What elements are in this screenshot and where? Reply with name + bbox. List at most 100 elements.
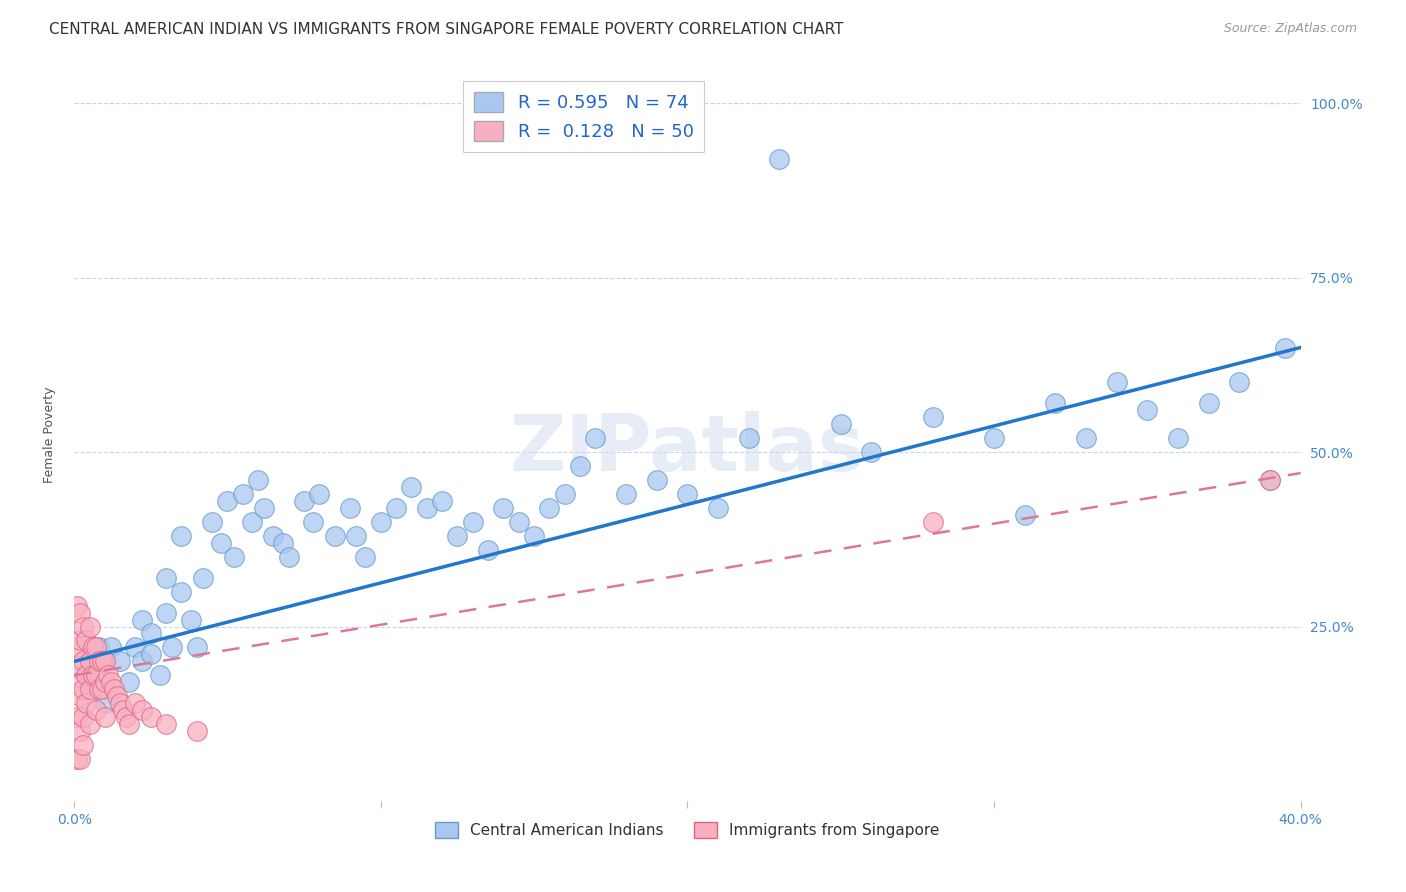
Point — [131, 703, 153, 717]
Point — [569, 459, 592, 474]
Text: ZIPatlas: ZIPatlas — [510, 411, 865, 487]
Point — [554, 487, 576, 501]
Point — [523, 529, 546, 543]
Point — [131, 613, 153, 627]
Point — [921, 515, 943, 529]
Point — [247, 473, 270, 487]
Point — [492, 500, 515, 515]
Point — [1074, 431, 1097, 445]
Point — [66, 675, 89, 690]
Point — [139, 648, 162, 662]
Point — [69, 606, 91, 620]
Point — [830, 417, 852, 432]
Point — [66, 640, 89, 655]
Point — [277, 549, 299, 564]
Point — [508, 515, 530, 529]
Point — [108, 696, 131, 710]
Point — [118, 717, 141, 731]
Point — [323, 529, 346, 543]
Point — [69, 690, 91, 704]
Point — [75, 696, 97, 710]
Point — [139, 710, 162, 724]
Point — [271, 536, 294, 550]
Point — [768, 152, 790, 166]
Point — [1105, 376, 1128, 390]
Point — [155, 717, 177, 731]
Point — [860, 445, 883, 459]
Point — [87, 682, 110, 697]
Point — [66, 752, 89, 766]
Point — [222, 549, 245, 564]
Point — [100, 640, 122, 655]
Point — [72, 654, 94, 668]
Point — [149, 668, 172, 682]
Point — [79, 717, 101, 731]
Point — [921, 410, 943, 425]
Point — [583, 431, 606, 445]
Point — [82, 640, 104, 655]
Point — [94, 710, 117, 724]
Point — [180, 613, 202, 627]
Point — [170, 529, 193, 543]
Point — [385, 500, 408, 515]
Point — [124, 696, 146, 710]
Point — [209, 536, 232, 550]
Point — [186, 724, 208, 739]
Point — [72, 710, 94, 724]
Point — [155, 606, 177, 620]
Point — [446, 529, 468, 543]
Point — [115, 710, 138, 724]
Point — [112, 703, 135, 717]
Point — [72, 682, 94, 697]
Point — [69, 661, 91, 675]
Point — [100, 675, 122, 690]
Point — [262, 529, 284, 543]
Point — [75, 668, 97, 682]
Point — [84, 703, 107, 717]
Point — [105, 690, 128, 704]
Point — [253, 500, 276, 515]
Point — [84, 668, 107, 682]
Point — [75, 633, 97, 648]
Point — [461, 515, 484, 529]
Point — [339, 500, 361, 515]
Point — [186, 640, 208, 655]
Point — [72, 619, 94, 633]
Point — [1258, 473, 1281, 487]
Point — [79, 675, 101, 690]
Point — [94, 675, 117, 690]
Point — [131, 654, 153, 668]
Point — [90, 682, 112, 697]
Point — [1014, 508, 1036, 522]
Point — [94, 654, 117, 668]
Point — [66, 710, 89, 724]
Point — [232, 487, 254, 501]
Point — [354, 549, 377, 564]
Point — [416, 500, 439, 515]
Point — [139, 626, 162, 640]
Point — [1045, 396, 1067, 410]
Point — [79, 654, 101, 668]
Point — [401, 480, 423, 494]
Point — [87, 640, 110, 655]
Point — [737, 431, 759, 445]
Point — [645, 473, 668, 487]
Point — [82, 668, 104, 682]
Point — [707, 500, 730, 515]
Point — [124, 640, 146, 655]
Point — [79, 682, 101, 697]
Point — [69, 633, 91, 648]
Y-axis label: Female Poverty: Female Poverty — [44, 386, 56, 483]
Point — [370, 515, 392, 529]
Point — [191, 571, 214, 585]
Point — [983, 431, 1005, 445]
Point — [97, 668, 120, 682]
Point — [79, 619, 101, 633]
Point — [87, 654, 110, 668]
Point — [108, 654, 131, 668]
Point — [1274, 341, 1296, 355]
Point — [344, 529, 367, 543]
Point — [1227, 376, 1250, 390]
Point — [118, 675, 141, 690]
Point — [217, 494, 239, 508]
